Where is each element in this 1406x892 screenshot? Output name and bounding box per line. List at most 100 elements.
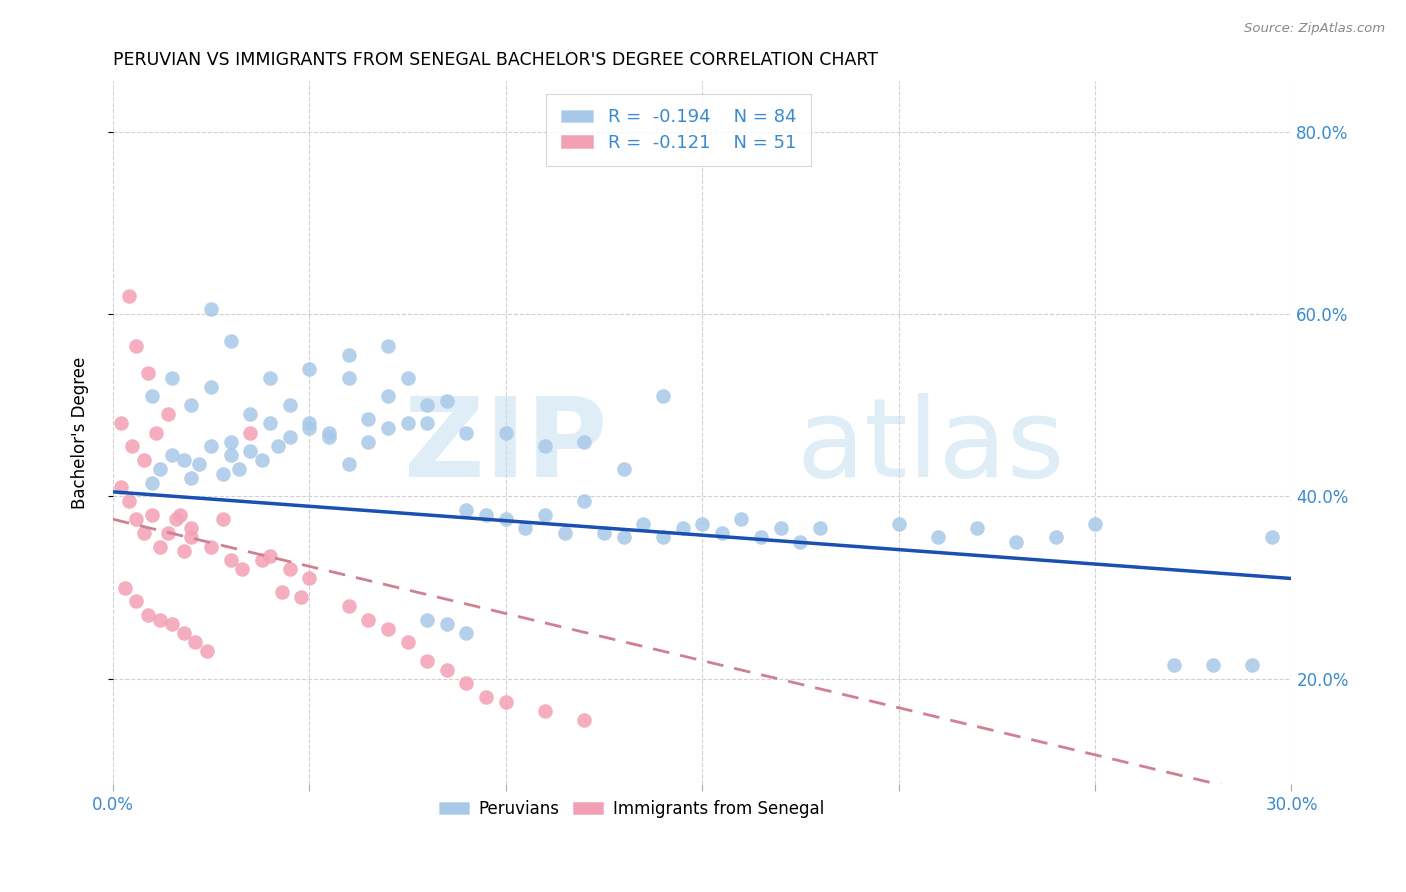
Point — [125, 512, 148, 526]
Point — [165, 512, 187, 526]
Point — [456, 676, 478, 690]
Point — [149, 613, 172, 627]
Point — [267, 439, 290, 453]
Point — [396, 371, 419, 385]
Point — [173, 453, 195, 467]
Point — [250, 553, 273, 567]
Point — [219, 448, 242, 462]
Point — [239, 407, 262, 421]
Point — [574, 434, 596, 449]
Point — [298, 417, 321, 431]
Point — [125, 594, 148, 608]
Point — [169, 508, 191, 522]
Point — [219, 334, 242, 349]
Point — [219, 553, 242, 567]
Point — [212, 467, 235, 481]
Point — [1084, 516, 1107, 531]
Point — [228, 462, 250, 476]
Point — [416, 654, 439, 668]
Point — [250, 453, 273, 467]
Point — [160, 371, 183, 385]
Point — [278, 398, 301, 412]
Point — [396, 635, 419, 649]
Point — [927, 531, 949, 545]
Point — [613, 531, 636, 545]
Point — [416, 417, 439, 431]
Point — [259, 549, 281, 563]
Point — [377, 622, 399, 636]
Point — [200, 439, 222, 453]
Point — [200, 380, 222, 394]
Point — [160, 617, 183, 632]
Point — [534, 439, 557, 453]
Point — [259, 417, 281, 431]
Point — [141, 508, 163, 522]
Point — [278, 430, 301, 444]
Point — [318, 430, 340, 444]
Point — [219, 434, 242, 449]
Point — [613, 462, 636, 476]
Point — [149, 540, 172, 554]
Point — [574, 494, 596, 508]
Point — [789, 535, 811, 549]
Point — [110, 480, 132, 494]
Text: PERUVIAN VS IMMIGRANTS FROM SENEGAL BACHELOR'S DEGREE CORRELATION CHART: PERUVIAN VS IMMIGRANTS FROM SENEGAL BACH… — [112, 51, 877, 69]
Point — [416, 398, 439, 412]
Point — [396, 417, 419, 431]
Point — [298, 361, 321, 376]
Point — [173, 626, 195, 640]
Point — [298, 421, 321, 435]
Point — [475, 690, 498, 704]
Point — [377, 389, 399, 403]
Point — [456, 503, 478, 517]
Point — [436, 663, 458, 677]
Point — [1045, 531, 1067, 545]
Point — [136, 607, 159, 622]
Point — [515, 521, 537, 535]
Point — [966, 521, 988, 535]
Point — [180, 521, 202, 535]
Point — [290, 590, 312, 604]
Point — [195, 644, 218, 658]
Point — [495, 425, 517, 440]
Point — [495, 512, 517, 526]
Point — [651, 389, 673, 403]
Point — [117, 289, 139, 303]
Point — [769, 521, 792, 535]
Point — [534, 704, 557, 718]
Point — [337, 371, 360, 385]
Point — [156, 407, 179, 421]
Point — [710, 525, 733, 540]
Point — [134, 453, 156, 467]
Point — [141, 475, 163, 490]
Point — [180, 398, 202, 412]
Point — [651, 531, 673, 545]
Point — [180, 471, 202, 485]
Point — [337, 458, 360, 472]
Point — [534, 508, 557, 522]
Point — [239, 443, 262, 458]
Point — [357, 412, 380, 426]
Point — [200, 302, 222, 317]
Point — [188, 458, 211, 472]
Point — [160, 448, 183, 462]
Point — [730, 512, 752, 526]
Point — [141, 389, 163, 403]
Point — [149, 462, 172, 476]
Point — [212, 512, 235, 526]
Point — [231, 562, 253, 576]
Point — [554, 525, 576, 540]
Point — [184, 635, 207, 649]
Point — [808, 521, 831, 535]
Text: atlas: atlas — [796, 393, 1064, 500]
Point — [239, 425, 262, 440]
Point — [121, 439, 143, 453]
Point — [114, 581, 136, 595]
Point — [136, 366, 159, 380]
Point — [1241, 658, 1264, 673]
Point — [593, 525, 616, 540]
Point — [574, 713, 596, 727]
Text: Source: ZipAtlas.com: Source: ZipAtlas.com — [1244, 22, 1385, 36]
Point — [377, 339, 399, 353]
Point — [173, 544, 195, 558]
